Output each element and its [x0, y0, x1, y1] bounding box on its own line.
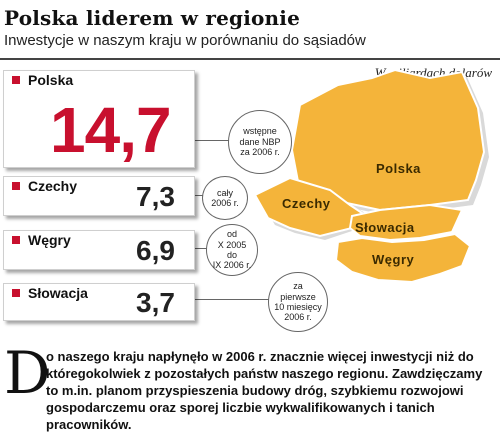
note-bubble-czechia: cały 2006 r. [202, 176, 248, 220]
chart-title: Polska liderem w regionie [4, 6, 300, 30]
map-label-czechia: Czechy [282, 196, 331, 211]
leader-line-poland [193, 140, 229, 141]
top-divider [0, 58, 500, 60]
drop-cap: D [4, 339, 51, 407]
leader-line-slovakia [193, 299, 269, 300]
note-text-czechia: cały 2006 r. [211, 187, 239, 208]
value-slovakia: 3,7 [136, 287, 175, 318]
note-text-slovakia: za pierwsze 10 miesięcy 2006 r. [274, 281, 322, 323]
country-name-hungary: Węgry [28, 232, 71, 248]
value-poland: 14,7 [50, 94, 172, 166]
note-bubble-hungary: od X 2005 do IX 2006 r. [206, 224, 258, 276]
note-bubble-slovakia: za pierwsze 10 miesięcy 2006 r. [268, 272, 328, 332]
country-name-czechia: Czechy [28, 178, 78, 194]
marker-czechia [12, 182, 20, 190]
note-bubble-poland: wstępne dane NBP za 2006 r. [228, 110, 292, 174]
region-map [253, 68, 489, 284]
note-text-poland: wstępne dane NBP za 2006 r. [239, 126, 281, 158]
marker-slovakia [12, 289, 20, 297]
value-hungary: 6,9 [136, 235, 175, 266]
article-text: o naszego kraju napłynęło w 2006 r. znac… [46, 349, 483, 432]
panel-poland: Polska 14,7 [3, 70, 195, 168]
map-label-hungary: Węgry [372, 252, 415, 267]
map-label-slovakia: Słowacja [355, 220, 415, 235]
country-name-slovakia: Słowacja [28, 285, 88, 301]
value-czechia: 7,3 [136, 181, 175, 212]
map-slovakia [348, 203, 464, 242]
panel-hungary: Węgry 6,9 [3, 230, 195, 270]
panel-czechia: Czechy 7,3 [3, 176, 195, 216]
marker-poland [12, 76, 20, 84]
note-text-hungary: od X 2005 do IX 2006 r. [212, 229, 252, 271]
map-label-poland: Polska [376, 161, 421, 176]
chart-subtitle: Inwestycje w naszym kraju w porównaniu d… [4, 32, 366, 49]
panel-slovakia: Słowacja 3,7 [3, 283, 195, 321]
country-name-poland: Polska [28, 72, 74, 88]
leader-line-czechia [193, 195, 203, 196]
marker-hungary [12, 236, 20, 244]
map-hungary [334, 232, 472, 284]
leader-line-hungary [193, 248, 207, 249]
